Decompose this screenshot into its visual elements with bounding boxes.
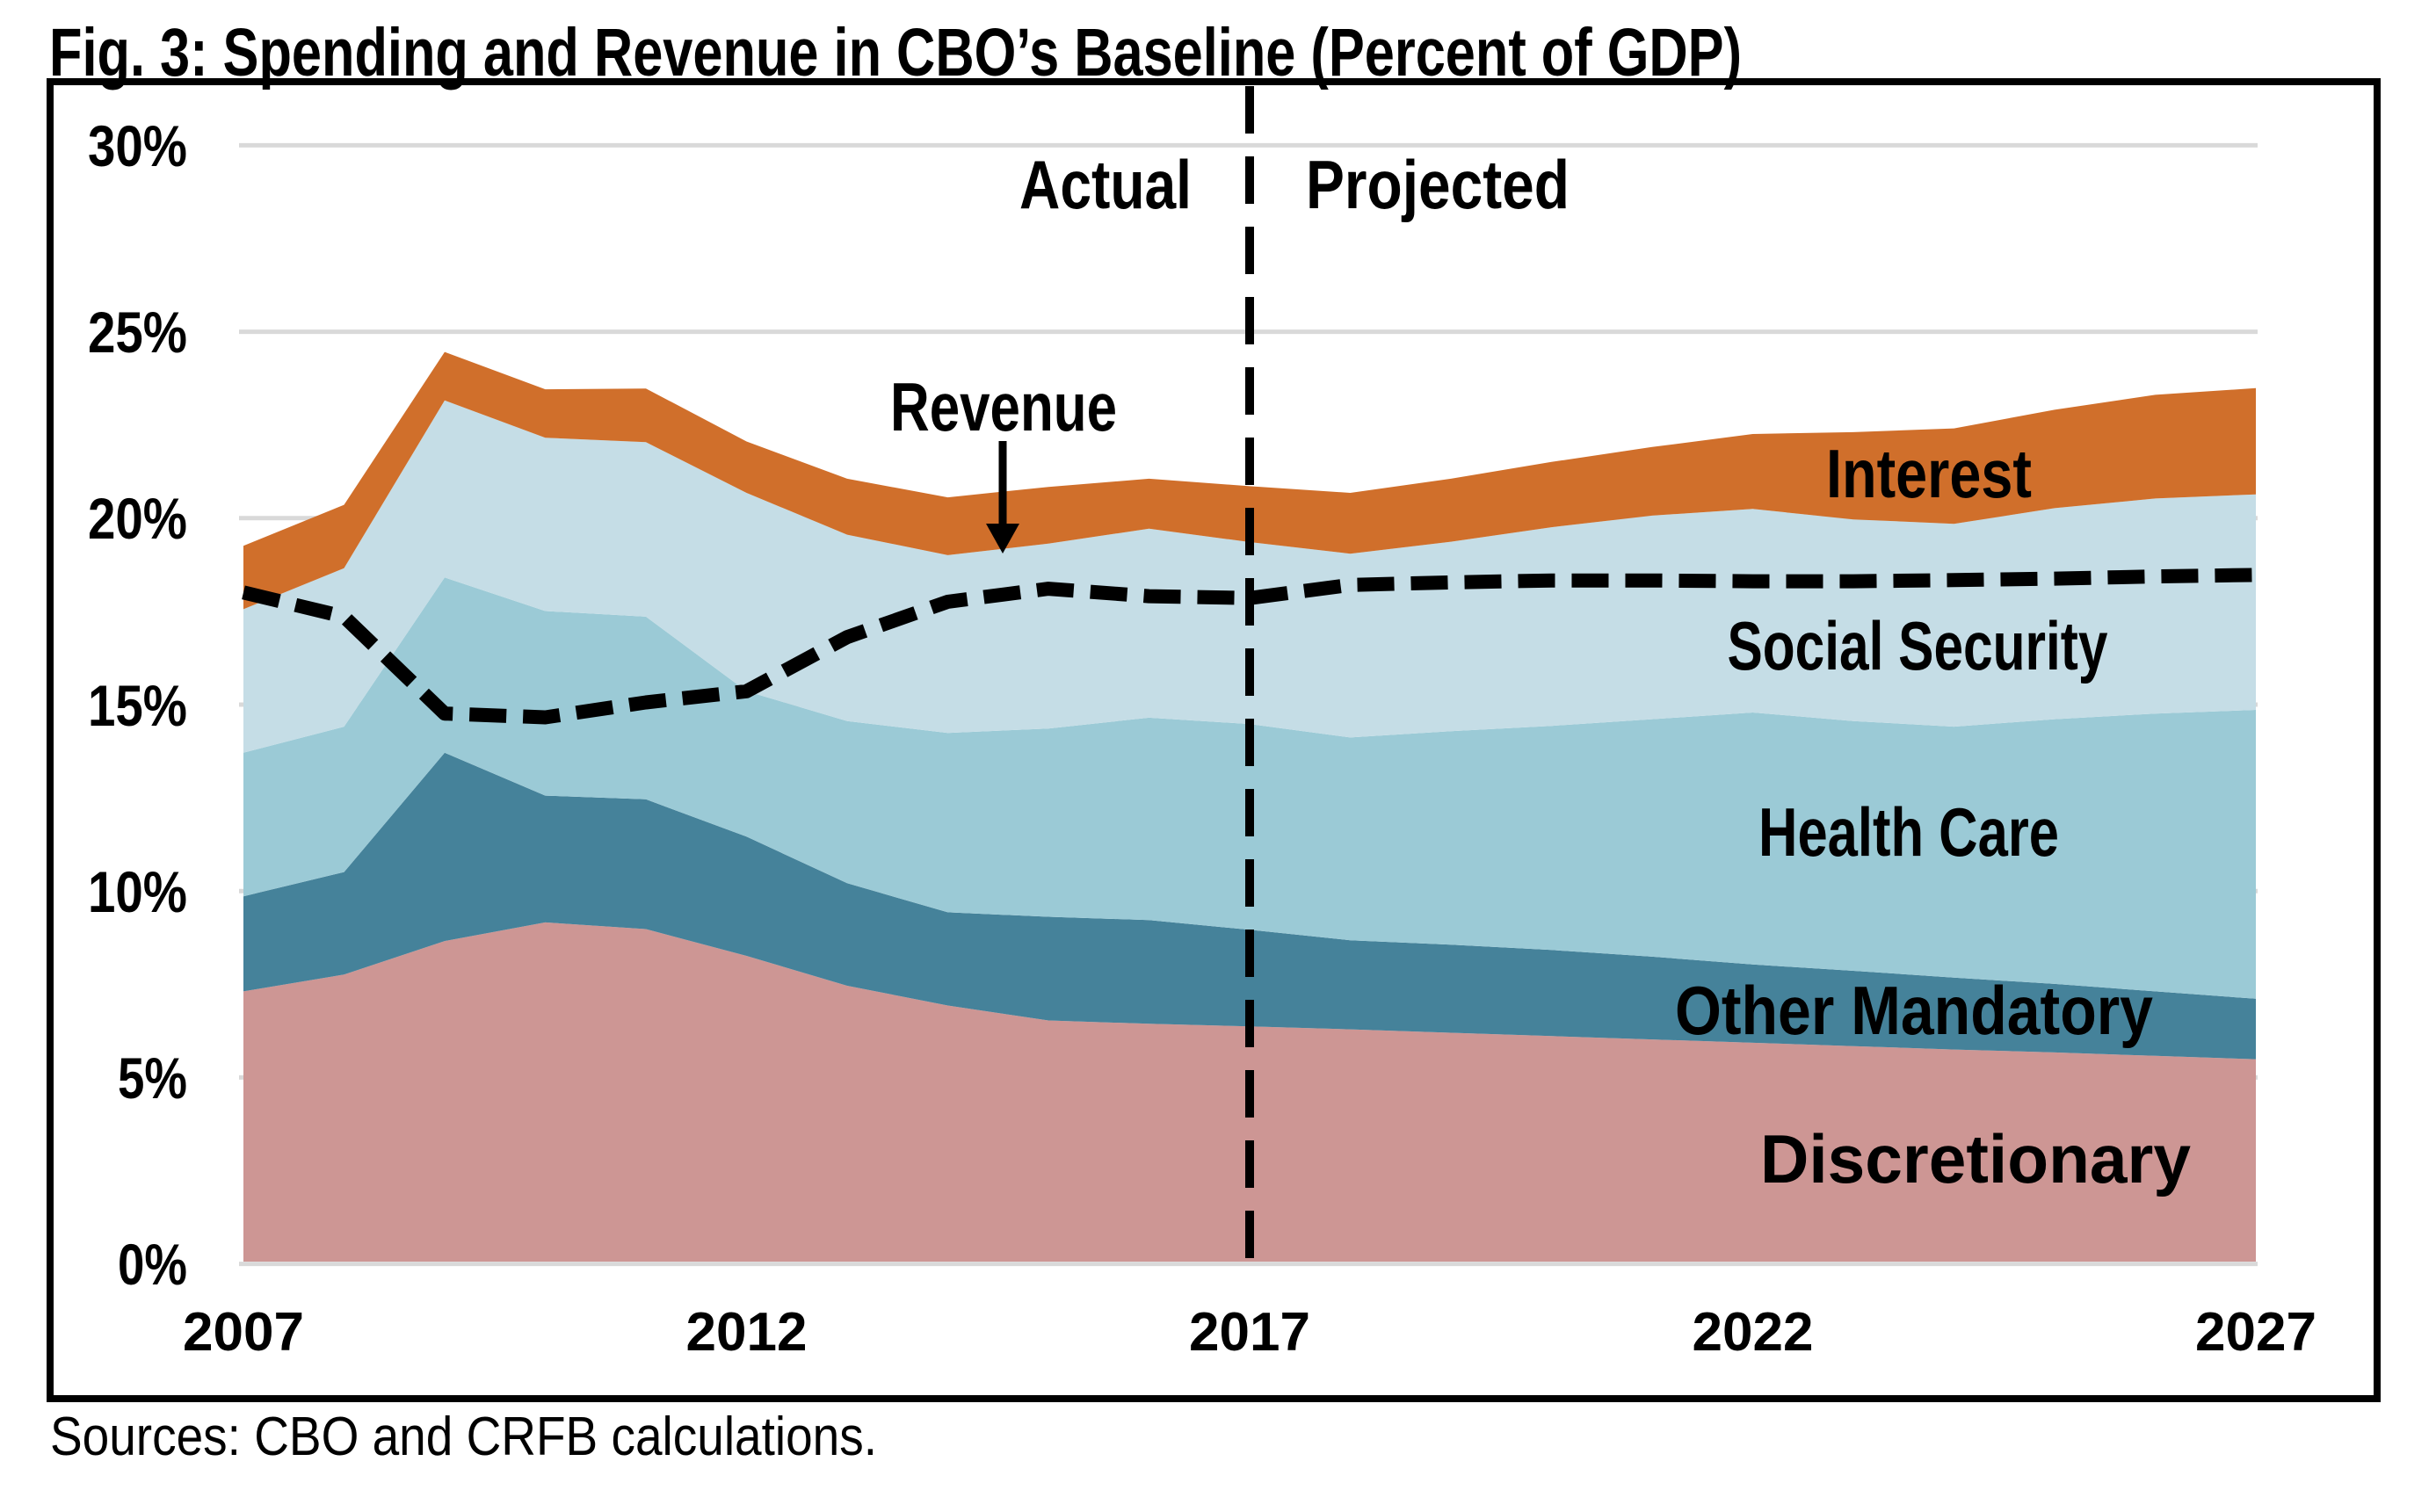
svg-text:30%: 30%	[88, 113, 187, 178]
svg-text:Fig. 3: Spending and Revenue i: Fig. 3: Spending and Revenue in CBO’s Ba…	[49, 15, 1742, 90]
svg-text:0%: 0%	[118, 1232, 187, 1297]
svg-text:2012: 2012	[686, 1302, 808, 1363]
svg-text:Revenue: Revenue	[890, 368, 1117, 445]
svg-text:Actual: Actual	[1019, 146, 1192, 223]
svg-text:Projected: Projected	[1306, 146, 1570, 223]
svg-text:Other Mandatory: Other Mandatory	[1675, 972, 2153, 1049]
svg-text:Discretionary: Discretionary	[1760, 1120, 2191, 1197]
svg-text:Sources: CBO and CRFB calculat: Sources: CBO and CRFB calculations.	[50, 1407, 877, 1467]
svg-text:2022: 2022	[1693, 1302, 1814, 1363]
svg-text:2017: 2017	[1189, 1302, 1310, 1363]
svg-text:2007: 2007	[183, 1302, 304, 1363]
svg-text:15%: 15%	[88, 673, 187, 738]
svg-text:Social Security: Social Security	[1728, 607, 2108, 684]
svg-text:Interest: Interest	[1826, 435, 2032, 512]
svg-text:Health Care: Health Care	[1758, 793, 2059, 871]
svg-text:10%: 10%	[88, 859, 187, 924]
svg-text:25%: 25%	[88, 300, 187, 365]
svg-text:2027: 2027	[2195, 1302, 2316, 1363]
svg-text:5%: 5%	[118, 1045, 187, 1110]
svg-text:20%: 20%	[88, 486, 187, 551]
